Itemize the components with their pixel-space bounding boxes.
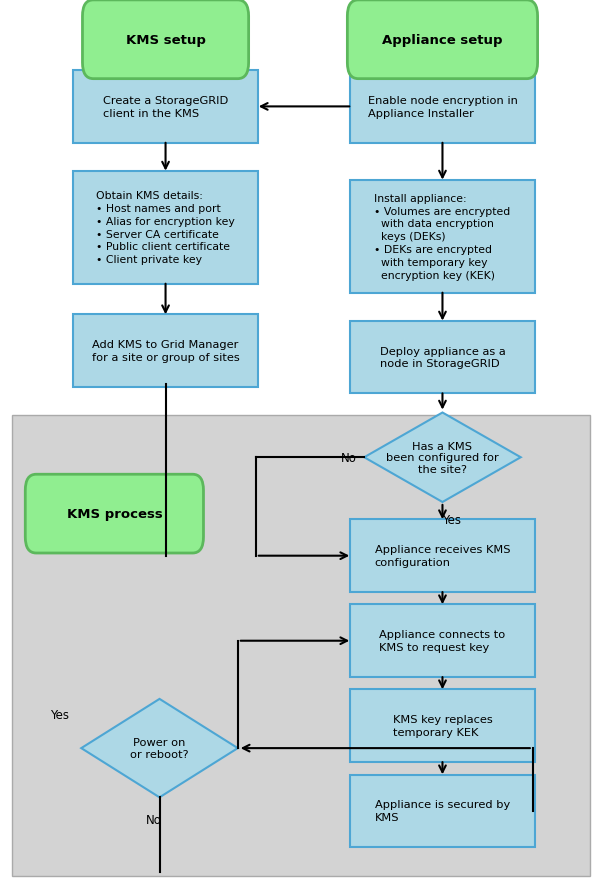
Polygon shape [364,413,521,502]
FancyBboxPatch shape [350,774,535,848]
FancyBboxPatch shape [73,172,258,284]
Text: Install appliance:
• Volumes are encrypted
  with data encryption
  keys (DEKs)
: Install appliance: • Volumes are encrypt… [374,194,510,280]
FancyBboxPatch shape [73,316,258,388]
FancyBboxPatch shape [350,322,535,393]
FancyBboxPatch shape [12,416,590,876]
Text: KMS key replaces
temporary KEK: KMS key replaces temporary KEK [393,714,492,738]
Polygon shape [81,699,238,797]
Text: KMS process: KMS process [66,508,163,520]
FancyBboxPatch shape [350,605,535,678]
Text: Yes: Yes [442,513,461,527]
Text: Deploy appliance as a
node in StorageGRID: Deploy appliance as a node in StorageGRI… [380,346,505,369]
Text: Power on
or reboot?: Power on or reboot? [130,738,189,759]
Text: Enable node encryption in
Appliance Installer: Enable node encryption in Appliance Inst… [368,96,517,119]
Text: No: No [146,814,161,827]
Text: Add KMS to Grid Manager
for a site or group of sites: Add KMS to Grid Manager for a site or gr… [92,340,240,363]
Text: Appliance setup: Appliance setup [382,34,503,46]
Text: Has a KMS
been configured for
the site?: Has a KMS been configured for the site? [386,441,499,475]
FancyBboxPatch shape [350,519,535,592]
Text: No: No [341,451,357,464]
FancyBboxPatch shape [350,690,535,762]
FancyBboxPatch shape [350,72,535,143]
FancyBboxPatch shape [82,1,249,80]
FancyBboxPatch shape [347,1,538,80]
Text: Create a StorageGRID
client in the KMS: Create a StorageGRID client in the KMS [103,96,228,119]
Text: KMS setup: KMS setup [126,34,205,46]
FancyBboxPatch shape [25,475,203,553]
Text: Yes: Yes [50,708,69,721]
Text: Appliance connects to
KMS to request key: Appliance connects to KMS to request key [379,629,506,653]
FancyBboxPatch shape [73,72,258,143]
Text: Obtain KMS details:
• Host names and port
• Alias for encryption key
• Server CA: Obtain KMS details: • Host names and por… [96,191,235,265]
FancyBboxPatch shape [350,181,535,293]
Text: Appliance receives KMS
configuration: Appliance receives KMS configuration [374,544,510,568]
Text: Appliance is secured by
KMS: Appliance is secured by KMS [375,799,510,822]
